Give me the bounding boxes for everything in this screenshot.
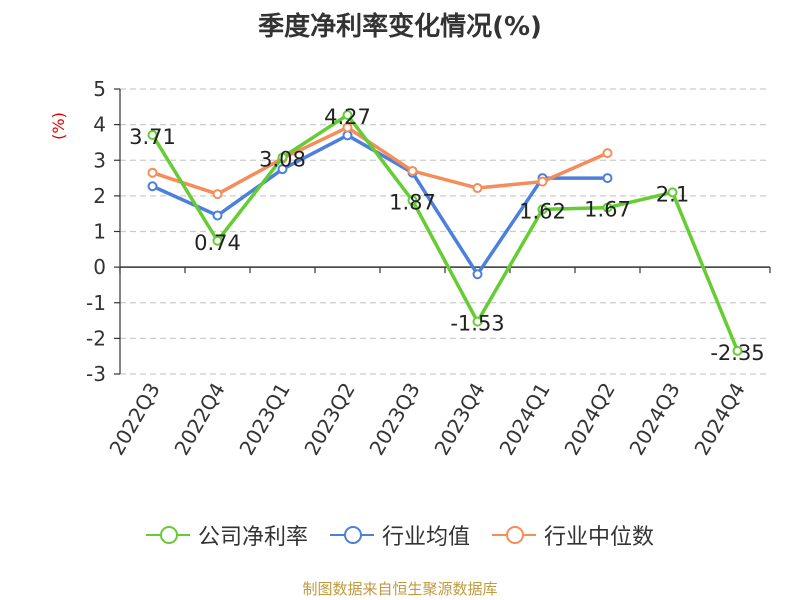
- x-tick-label: 2023Q4: [429, 379, 489, 460]
- data-point-0: [472, 316, 483, 327]
- data-point-1: [342, 130, 353, 141]
- data-point-1: [212, 210, 223, 221]
- legend-label-median: 行业中位数: [544, 525, 655, 550]
- data-label: 1.62: [519, 199, 566, 223]
- data-label: 3.08: [259, 147, 306, 171]
- data-point-0: [667, 187, 678, 198]
- y-tick-label: 5: [93, 77, 106, 101]
- x-tick-label: 2024Q1: [494, 379, 554, 460]
- data-point-1: [147, 181, 158, 192]
- data-label: -2.35: [710, 341, 764, 365]
- legend-marker-median: [492, 526, 536, 544]
- legend-marker-company: [145, 526, 190, 544]
- legend-label-mean: 行业均值: [381, 525, 470, 550]
- data-point-0: [407, 195, 418, 206]
- y-axis-label: (%): [49, 112, 68, 140]
- data-point-2: [537, 176, 548, 187]
- chart-legend: 公司净利率 行业均值 行业中位数: [0, 519, 800, 551]
- data-label: 4.27: [324, 105, 371, 129]
- y-tick-label: -1: [86, 291, 106, 315]
- y-tick-label: 4: [93, 113, 106, 137]
- legend-label-company: 公司净利率: [197, 525, 308, 550]
- data-point-1: [602, 173, 613, 184]
- legend-item-industry-mean[interactable]: 行业均值: [329, 519, 470, 551]
- data-point-2: [407, 165, 418, 176]
- y-tick-label: -3: [86, 362, 106, 386]
- data-point-2: [147, 167, 158, 178]
- data-point-0: [212, 235, 223, 246]
- x-tick-label: 2023Q1: [234, 379, 294, 460]
- data-point-2: [472, 183, 483, 194]
- data-point-0: [537, 204, 548, 215]
- x-tick-label: 2024Q4: [689, 379, 749, 460]
- legend-item-industry-median[interactable]: 行业中位数: [492, 519, 654, 551]
- chart-title: 季度净利率变化情况(%): [258, 12, 542, 42]
- data-label: 1.87: [389, 191, 436, 215]
- data-point-0: [342, 110, 353, 121]
- data-label: -1.53: [450, 312, 504, 336]
- data-point-0: [147, 129, 158, 140]
- series-line-2: [151, 125, 609, 196]
- x-tick-label: 2022Q4: [169, 379, 229, 460]
- data-label: 2.1: [656, 182, 689, 206]
- legend-item-company-net-margin[interactable]: 公司净利率: [145, 519, 308, 551]
- data-point-2: [342, 122, 353, 133]
- x-tick-label: 2023Q2: [299, 379, 359, 460]
- y-tick-label: -2: [86, 326, 106, 350]
- legend-marker-mean: [329, 526, 374, 544]
- y-tick-label: 3: [93, 148, 106, 172]
- x-tick-label: 2022Q3: [104, 379, 164, 460]
- data-point-2: [602, 148, 613, 159]
- data-label: 1.67: [584, 198, 631, 222]
- data-point-2: [212, 189, 223, 200]
- y-tick-label: 1: [93, 220, 106, 244]
- data-point-0: [602, 202, 613, 213]
- x-tick-label: 2024Q3: [624, 379, 684, 460]
- data-point-0: [732, 345, 743, 356]
- y-tick-label: 2: [93, 184, 106, 208]
- x-tick-label: 2023Q3: [364, 379, 424, 460]
- series-line-1: [151, 133, 608, 276]
- data-label: 0.74: [194, 231, 241, 255]
- x-tick-label: 2024Q2: [559, 379, 619, 460]
- data-label: 3.71: [129, 125, 176, 149]
- data-point-0: [277, 152, 288, 163]
- data-point-1: [277, 164, 288, 175]
- data-point-1: [472, 269, 483, 280]
- y-tick-label: 0: [93, 255, 106, 279]
- series-line-0: [151, 113, 740, 352]
- data-source-note: 制图数据来自恒生聚源数据库: [302, 580, 498, 598]
